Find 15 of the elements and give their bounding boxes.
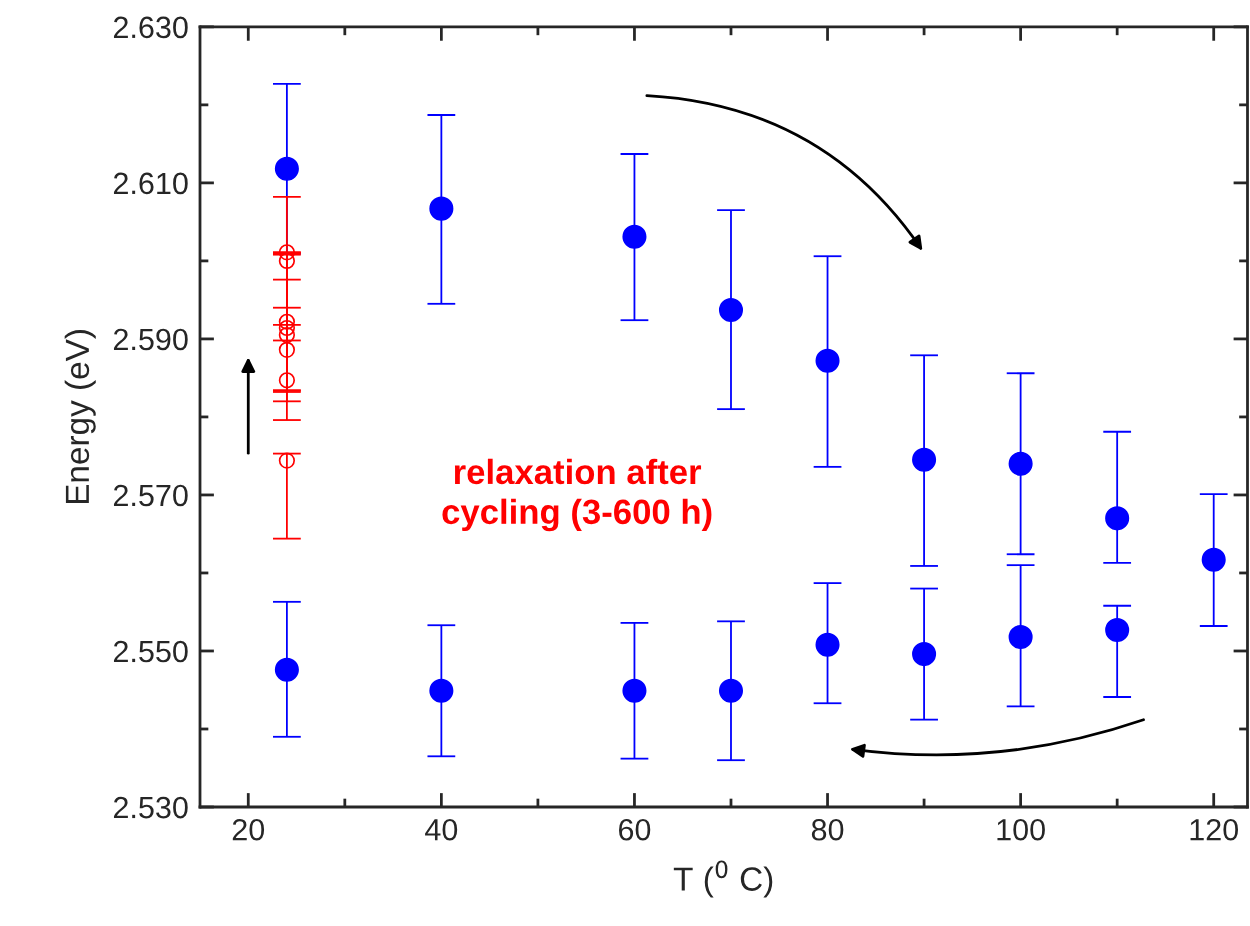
x-tick-label: 40	[425, 818, 458, 841]
x-tick-label: 120	[1190, 818, 1239, 841]
annotation: relaxation after cycling (3-600 h)	[442, 458, 712, 532]
y-tick-label: 2.530	[113, 796, 188, 819]
x-tick-label: 60	[619, 818, 651, 841]
y-axis-title: Energy (eV)	[64, 330, 96, 504]
y-tick-label: 2.630	[113, 16, 188, 39]
y-tick-label: 2.570	[113, 484, 188, 507]
y-tick-label: 2.550	[113, 640, 188, 663]
x-tick-label: 80	[811, 818, 844, 841]
x-tick-label: 100	[997, 818, 1045, 841]
y-tick-label: 2.610	[113, 172, 188, 195]
x-axis-title: T ($^{0}$ C)	[673, 860, 773, 898]
x-tick-label: 20	[232, 818, 265, 841]
y-tick-label: 2.590	[113, 328, 188, 351]
